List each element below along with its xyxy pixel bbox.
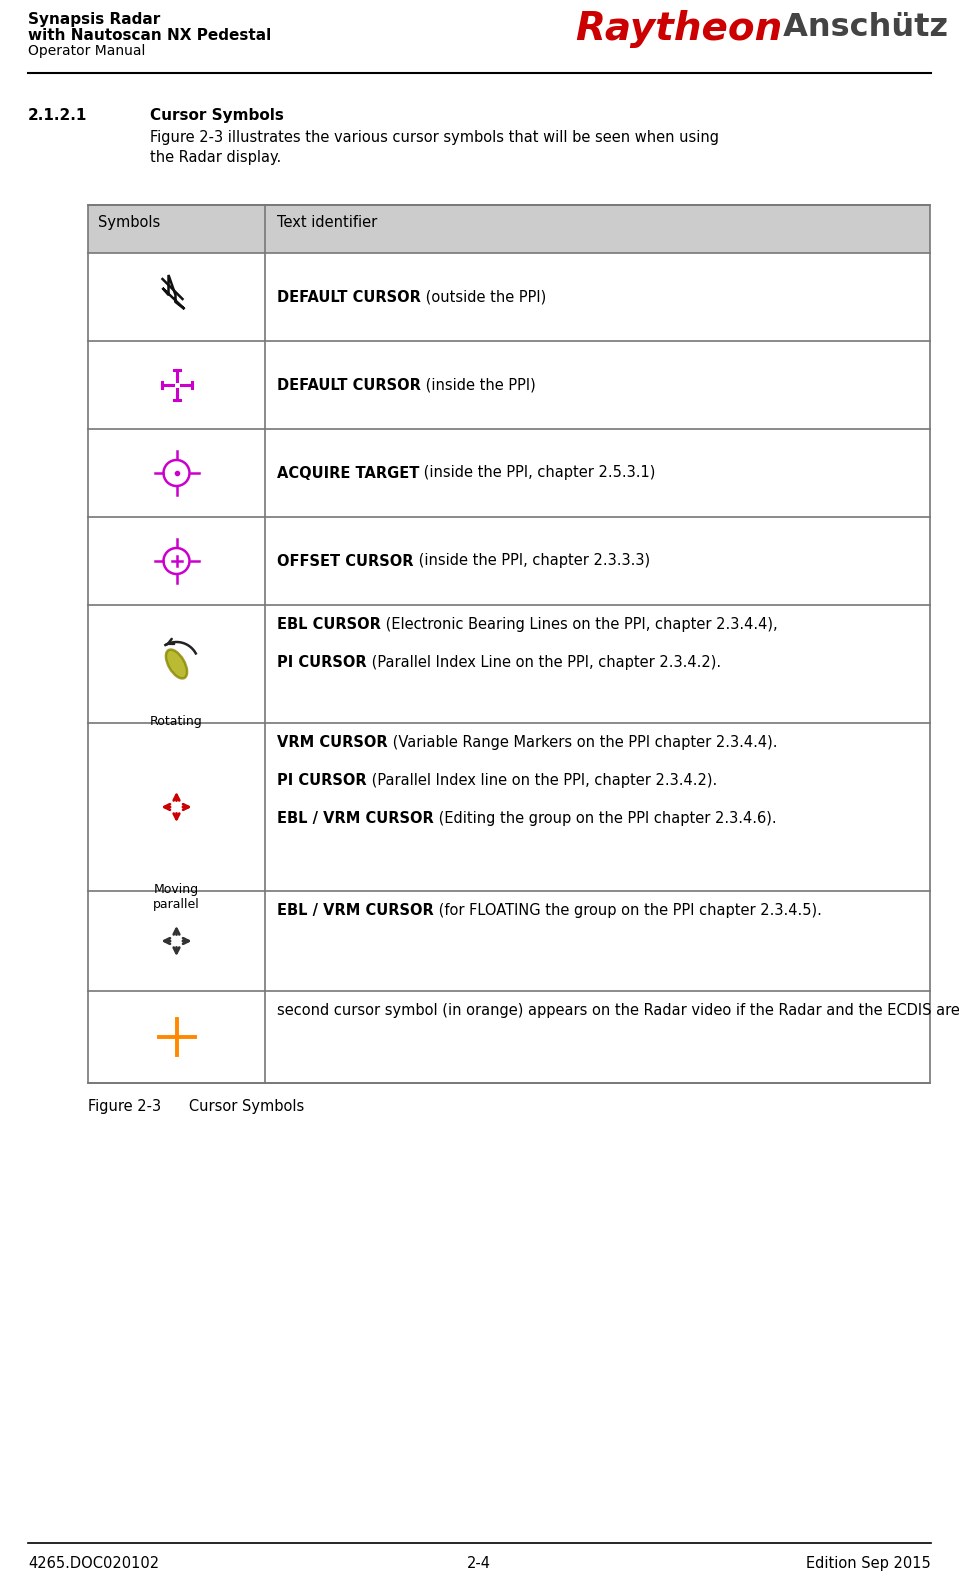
Text: (inside the PPI, chapter 2.5.3.1): (inside the PPI, chapter 2.5.3.1) — [419, 466, 656, 480]
Text: Moving
parallel: Moving parallel — [153, 883, 199, 912]
Text: (Electronic Bearing Lines on the PPI, chapter 2.3.4.4),: (Electronic Bearing Lines on the PPI, ch… — [381, 617, 778, 632]
Ellipse shape — [166, 649, 187, 678]
Text: Edition Sep 2015: Edition Sep 2015 — [807, 1556, 931, 1570]
Text: Cursor Symbols: Cursor Symbols — [150, 108, 284, 123]
Text: 4265.DOC020102: 4265.DOC020102 — [28, 1556, 159, 1570]
Text: (Parallel Index Line on the PPI, chapter 2.3.4.2).: (Parallel Index Line on the PPI, chapter… — [366, 655, 721, 670]
Polygon shape — [162, 275, 184, 309]
Text: DEFAULT CURSOR: DEFAULT CURSOR — [277, 377, 421, 393]
Text: DEFAULT CURSOR: DEFAULT CURSOR — [277, 290, 421, 304]
Text: (outside the PPI): (outside the PPI) — [421, 290, 546, 304]
Text: PI CURSOR: PI CURSOR — [277, 773, 366, 788]
Text: Figure 2-3 illustrates the various cursor symbols that will be seen when using: Figure 2-3 illustrates the various curso… — [150, 130, 719, 145]
Text: with Nautoscan NX Pedestal: with Nautoscan NX Pedestal — [28, 29, 271, 43]
Text: OFFSET CURSOR: OFFSET CURSOR — [277, 554, 413, 568]
Text: Anschütz: Anschütz — [772, 13, 948, 43]
Text: EBL / VRM CURSOR: EBL / VRM CURSOR — [277, 811, 433, 826]
Text: (inside the PPI, chapter 2.3.3.3): (inside the PPI, chapter 2.3.3.3) — [413, 554, 649, 568]
Text: EBL / VRM CURSOR: EBL / VRM CURSOR — [277, 904, 433, 918]
Text: ACQUIRE TARGET: ACQUIRE TARGET — [277, 466, 419, 480]
Text: Text identifier: Text identifier — [277, 215, 377, 231]
Text: Rotating: Rotating — [151, 714, 203, 729]
Text: the Radar display.: the Radar display. — [150, 150, 281, 165]
Bar — [88, 205, 930, 1083]
Text: second cursor symbol (in orange) appears on the Radar video if the Radar and the: second cursor symbol (in orange) appears… — [277, 1002, 959, 1018]
Text: Operator Manual: Operator Manual — [28, 45, 146, 57]
Text: (inside the PPI): (inside the PPI) — [421, 377, 536, 393]
Text: 2.1.2.1: 2.1.2.1 — [28, 108, 87, 123]
Text: (Variable Range Markers on the PPI chapter 2.3.4.4).: (Variable Range Markers on the PPI chapt… — [387, 735, 777, 749]
Text: PI CURSOR: PI CURSOR — [277, 655, 366, 670]
Text: (Editing the group on the PPI chapter 2.3.4.6).: (Editing the group on the PPI chapter 2.… — [433, 811, 777, 826]
Text: EBL CURSOR: EBL CURSOR — [277, 617, 381, 632]
Text: Raytheon: Raytheon — [575, 10, 783, 48]
Text: Synapsis Radar: Synapsis Radar — [28, 13, 160, 27]
Text: 2-4: 2-4 — [467, 1556, 491, 1570]
Text: VRM CURSOR: VRM CURSOR — [277, 735, 387, 749]
Text: (Parallel Index line on the PPI, chapter 2.3.4.2).: (Parallel Index line on the PPI, chapter… — [366, 773, 717, 788]
Bar — [88, 205, 930, 253]
Text: (for FLOATING the group on the PPI chapter 2.3.4.5).: (for FLOATING the group on the PPI chapt… — [433, 904, 822, 918]
Text: Symbols: Symbols — [98, 215, 160, 231]
Text: Figure 2-3      Cursor Symbols: Figure 2-3 Cursor Symbols — [88, 1099, 304, 1114]
